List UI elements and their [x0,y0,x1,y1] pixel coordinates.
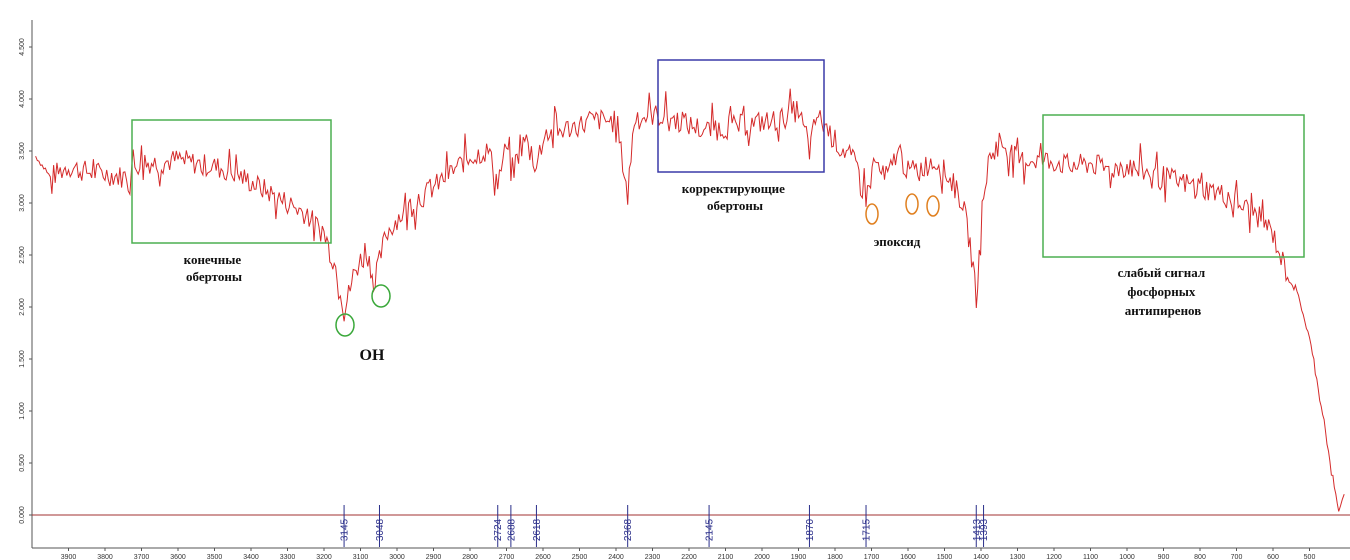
x-tick-label: 2300 [645,554,661,560]
peak-marker-label: 1715 [862,518,873,541]
y-tick-label: 4.500 [19,38,26,56]
x-tick-label: 2600 [535,554,551,560]
x-tick-label: 700 [1231,554,1243,560]
epoxide-circle-3 [926,195,940,217]
correcting-overtones-label: корректирующие обертоны [682,181,788,213]
x-tick-label: 2000 [754,554,770,560]
y-tick-label: 1.000 [19,402,26,420]
y-tick-label: 2.000 [19,298,26,316]
x-tick-label: 500 [1304,554,1316,560]
x-tick-label: 1900 [791,554,807,560]
peak-marker-label: 2368 [623,518,634,541]
peak-markers: 3145 3048 2724 2688 2618 2368 2145 1870 1715 1413… [340,505,990,547]
x-tick-labels: 3900 3800 3700 3600 3500 3400 3300 3200 3100 3000… [61,548,1316,560]
y-tick-label: 1.500 [19,350,26,368]
x-tick-label: 600 [1267,554,1279,560]
x-tick-label: 1800 [827,554,843,560]
end-overtones-label: конечные обертоны [184,252,245,284]
oh-circle-2 [371,284,391,308]
peak-marker-label: 1393 [979,518,990,541]
x-tick-label: 3600 [170,554,186,560]
peak-marker-label: 2145 [705,518,716,541]
x-tick-label: 1200 [1046,554,1062,560]
x-tick-label: 3100 [353,554,369,560]
weak-signal-box [1042,114,1305,258]
x-tick-label: 1700 [864,554,880,560]
peak-marker-label: 2618 [532,518,543,541]
epoxide-circle-1 [865,203,879,225]
correcting-overtones-box [657,59,825,173]
x-tick-label: 2500 [572,554,588,560]
x-tick-label: 1300 [1010,554,1026,560]
x-tick-label: 1100 [1083,554,1098,560]
x-tick-label: 3900 [61,554,77,560]
x-tick-label: 3800 [97,554,113,560]
x-tick-label: 1000 [1119,554,1135,560]
y-tick-label: 3.500 [19,142,26,160]
epoxide-label: эпоксид [874,234,921,249]
peak-marker-label: 1413 [972,518,983,541]
x-tick-label: 2800 [462,554,478,560]
x-tick-label: 2100 [718,554,734,560]
x-tick-label: 3700 [134,554,150,560]
weak-signal-label: слабый сигнал фосфорных антипиренов [1118,265,1209,318]
peak-marker-label: 2688 [506,518,517,541]
x-tick-label: 1600 [900,554,916,560]
x-tick-label: 800 [1194,554,1206,560]
x-tick-label: 3200 [316,554,332,560]
oh-label: OH [360,347,385,364]
x-tick-label: 2400 [608,554,624,560]
y-tick-label: 2.500 [19,246,26,264]
y-tick-label: 0.000 [19,506,26,524]
x-tick-label: 1500 [937,554,953,560]
x-tick-label: 2700 [499,554,515,560]
end-overtones-box [131,119,332,244]
peak-marker-label: 3048 [375,518,386,541]
peak-marker-label: 2724 [493,518,504,541]
peak-marker-label: 1870 [805,518,816,541]
x-tick-label: 3300 [280,554,296,560]
epoxide-circle-2 [905,193,919,215]
x-tick-label: 3400 [243,554,259,560]
spectrum-series-line [35,88,1345,512]
y-tick-labels: 0.000 0.500 1.000 1.500 2.000 2.500 3.000 3.500… [19,38,32,524]
x-tick-label: 1400 [973,554,989,560]
x-tick-label: 2200 [681,554,697,560]
y-tick-label: 4.000 [19,90,26,108]
x-tick-label: 3500 [207,554,223,560]
oh-circle-1 [335,313,355,337]
peak-marker-label: 3145 [340,518,351,541]
y-tick-label: 0.500 [19,454,26,472]
x-tick-label: 900 [1158,554,1170,560]
x-tick-label: 2900 [426,554,442,560]
x-tick-label: 3000 [389,554,405,560]
y-tick-label: 3.000 [19,194,26,212]
